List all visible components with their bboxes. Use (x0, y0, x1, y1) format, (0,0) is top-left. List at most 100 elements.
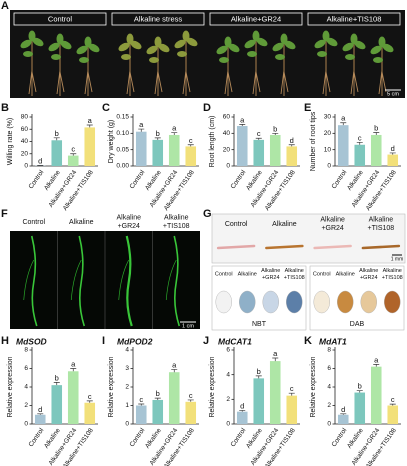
error-bar (389, 403, 396, 406)
panel-letter: D (203, 102, 211, 114)
photo-label: +GR24 (262, 275, 280, 281)
photo-label: +GR24 (118, 223, 140, 230)
leaf (228, 43, 240, 53)
root-fluorescence (78, 235, 86, 327)
photo-label: Alkaline (320, 217, 345, 224)
error-bar (154, 137, 161, 140)
root (126, 69, 135, 96)
bar (185, 401, 197, 424)
bar (354, 144, 366, 166)
y-tick-label: 0 (226, 163, 230, 170)
bar (387, 154, 399, 166)
error-bar (187, 144, 194, 147)
significance-letter: c (391, 395, 395, 404)
significance-letter: a (172, 360, 177, 369)
error-bar (154, 397, 161, 400)
y-tick-label: 40 (223, 130, 231, 137)
leaf (130, 40, 142, 50)
leaf (121, 54, 131, 60)
significance-letter: a (71, 359, 76, 368)
root (378, 69, 387, 96)
photo-label: +TIS108 (368, 225, 395, 232)
stained-leaf (286, 290, 303, 314)
leaf (280, 33, 288, 45)
significance-letter: a (273, 349, 278, 358)
significance-letter: d (38, 156, 42, 165)
panel-letter: G (203, 208, 212, 220)
y-tick-label: 10 (324, 146, 332, 153)
significance-letter: c (139, 395, 143, 404)
leaf (20, 39, 32, 49)
root (350, 69, 359, 96)
significance-letter: c (71, 145, 75, 154)
significance-letter: d (38, 405, 42, 414)
bar (269, 134, 281, 166)
root-fluorescence (165, 259, 177, 301)
leaf (326, 37, 338, 47)
gene-title: MdCAT1 (218, 336, 252, 346)
bar (51, 140, 63, 166)
error-bar (53, 382, 60, 386)
y-axis-label: Number of root tips (310, 111, 317, 171)
bar (286, 146, 298, 166)
x-tick-label: Alkaline+TIS108 (163, 169, 196, 212)
error-bar (255, 137, 262, 140)
photo-label: Alkaline (359, 268, 378, 274)
label-box (307, 12, 401, 26)
error-bar (171, 369, 178, 373)
y-tick-label: 8 (327, 347, 331, 354)
leaf (314, 39, 326, 49)
bar (168, 372, 180, 424)
significance-letter: c (189, 136, 193, 145)
error-bar (373, 363, 380, 367)
leaf (256, 37, 268, 47)
significance-letter: a (139, 120, 144, 129)
leaf (378, 36, 386, 48)
leaf (23, 51, 33, 57)
significance-letter: b (273, 124, 277, 133)
leaf (51, 54, 61, 60)
photo-label: Alkaline (383, 268, 402, 274)
significance-letter: d (341, 405, 345, 414)
photo-label: Alkaline (285, 268, 304, 274)
leaf (84, 36, 92, 48)
scale-label: 1 mm (391, 256, 404, 262)
root-fluorescence (118, 259, 130, 301)
y-tick-label: 0 (327, 163, 331, 170)
leaf (219, 57, 229, 63)
scale-label: 5 cm (387, 91, 399, 97)
leaf (224, 36, 232, 48)
photo-label: Alkaline stress (134, 14, 183, 23)
y-tick-label: 0.00 (116, 163, 129, 170)
leaf (182, 30, 190, 42)
leaf (345, 54, 355, 60)
photo-label: +TIS108 (284, 275, 305, 281)
y-tick-label: 4 (226, 371, 230, 378)
panel-letter: E (304, 102, 311, 114)
leaf (275, 54, 285, 60)
leaf (216, 45, 228, 55)
root (252, 69, 261, 96)
panel-letter: C (102, 102, 110, 114)
error-bar (356, 141, 363, 145)
photo-label: Alkaline (164, 215, 189, 222)
y-tick-label: 6 (226, 347, 230, 354)
leaf (284, 40, 296, 50)
bar (236, 411, 248, 424)
bar (135, 131, 147, 166)
photo-label: Control (313, 271, 331, 277)
label-box (209, 12, 303, 26)
leaf (354, 40, 366, 50)
leaf (247, 51, 257, 57)
leaf (126, 33, 134, 45)
significance-letter: b (156, 389, 160, 398)
bar (152, 139, 164, 166)
leaf (342, 42, 354, 52)
y-tick-label: 0 (24, 163, 28, 170)
y-axis-label: Relative expression (108, 356, 115, 417)
significance-letter: a (88, 116, 93, 125)
y-tick-label: 20 (324, 130, 332, 137)
error-bar (37, 413, 44, 415)
error-bar (239, 410, 246, 412)
root (280, 69, 289, 96)
